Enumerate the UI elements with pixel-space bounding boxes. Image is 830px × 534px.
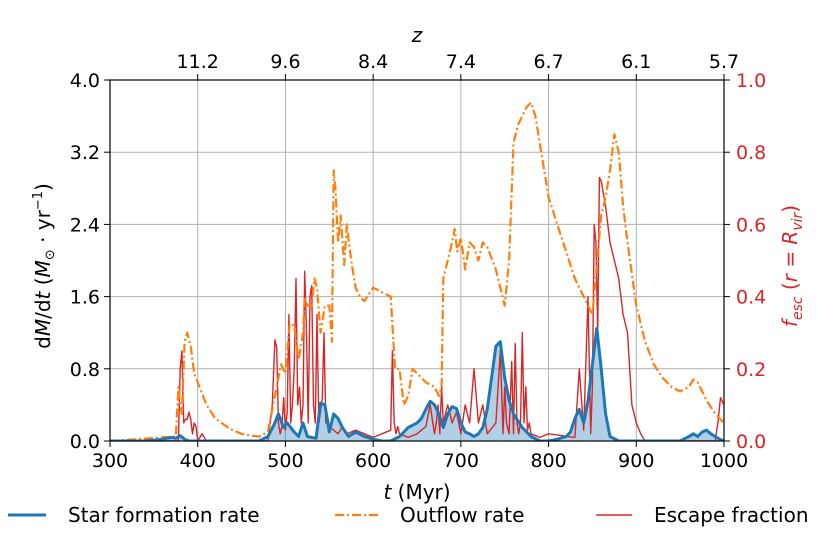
top-tick-label: 6.1 xyxy=(621,51,651,73)
grid-lines xyxy=(109,79,725,442)
y-tick-label: 1.6 xyxy=(70,287,100,309)
legend-item-sfr: Star formation rate xyxy=(8,503,260,527)
plot-frame xyxy=(109,79,725,442)
top-tick-label: 8.4 xyxy=(358,51,388,73)
top-tick-label: 6.7 xyxy=(533,51,563,73)
legend-label: Star formation rate xyxy=(68,503,260,527)
outflow-rate-line xyxy=(110,101,724,441)
x-tick-label: 500 xyxy=(267,450,303,472)
y2-tick-label: 0.8 xyxy=(736,142,766,164)
top-tick-label: 7.4 xyxy=(446,51,476,73)
y-tick-label: 4.0 xyxy=(70,70,100,92)
series-layer xyxy=(110,101,724,441)
tick-layer: 300 400 500 600 700 800 900 10000.00.81.62.43.2… xyxy=(70,51,766,472)
y2-tick-label: 0.6 xyxy=(736,214,766,236)
escape-fraction-line xyxy=(110,176,724,441)
y-axis-label: dM/dt (M⊙ · yr−1) xyxy=(31,183,58,349)
y2-axis-label: fesc (r = Rvir) xyxy=(778,205,806,327)
star-formation-rate-line xyxy=(110,326,724,441)
x-tick-label: 700 xyxy=(443,450,479,472)
y2-tick-label: 1.0 xyxy=(736,70,766,92)
top-tick-label: 9.6 xyxy=(270,51,300,73)
top-tick-label: 5.7 xyxy=(709,51,739,73)
y-tick-label: 2.4 xyxy=(70,214,100,236)
legend-label: Outflow rate xyxy=(400,503,524,527)
y-tick-label: 0.8 xyxy=(70,359,100,381)
y-tick-label: 0.0 xyxy=(70,431,100,453)
x-tick-label: 600 xyxy=(355,450,391,472)
x-axis-label: t (Myr) xyxy=(383,480,450,504)
top-axis-label: z xyxy=(411,23,423,47)
legend-item-outflow: Outflow rate xyxy=(335,503,524,527)
top-tick-label: 11.2 xyxy=(177,51,219,73)
x-tick-label: 1000 xyxy=(700,450,748,472)
y2-tick-label: 0.2 xyxy=(736,359,766,381)
legend: Star formation rate Outflow rate Escape fr… xyxy=(8,503,809,527)
x-tick-label: 900 xyxy=(618,450,654,472)
sfr-fill-layer xyxy=(110,328,724,441)
legend-item-escape: Escape fraction xyxy=(596,503,809,527)
sfr-area xyxy=(110,328,724,441)
x-tick-label: 800 xyxy=(530,450,566,472)
legend-label: Escape fraction xyxy=(654,503,809,527)
y2-tick-label: 0.0 xyxy=(736,431,766,453)
x-tick-label: 300 xyxy=(92,450,128,472)
y-tick-label: 3.2 xyxy=(70,142,100,164)
y2-tick-label: 0.4 xyxy=(736,287,766,309)
x-tick-label: 400 xyxy=(180,450,216,472)
